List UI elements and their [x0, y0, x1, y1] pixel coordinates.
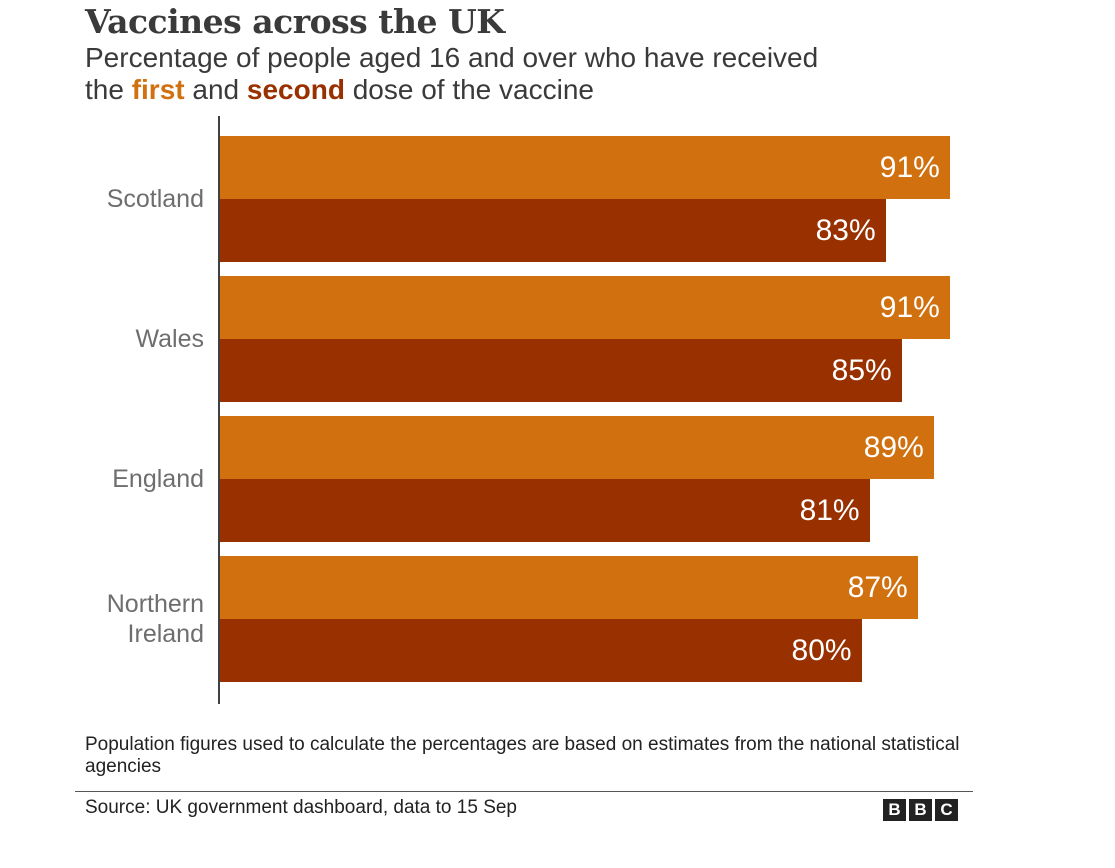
source-text: Source: UK government dashboard, data to…	[85, 797, 517, 818]
bar-first-northern-ireland: 87%	[220, 556, 918, 619]
bar-first-england: 89%	[220, 416, 934, 479]
data-label: 85%	[831, 354, 892, 387]
bar-chart: 91% 83% Scotland 91% 85% Wales 89% 81% England 87…	[106, 116, 950, 704]
bar-second-scotland: 83%	[220, 199, 886, 262]
chart-subtitle: Percentage of people aged 16 and over wh…	[85, 42, 985, 106]
subtitle-pre: the	[85, 74, 132, 105]
bbc-logo-c: C	[935, 799, 958, 821]
category-label: Scotland	[106, 185, 204, 213]
footer-divider	[75, 791, 973, 792]
data-label: 81%	[799, 494, 860, 527]
data-label: 87%	[847, 571, 908, 604]
bar-second-wales: 85%	[220, 339, 902, 402]
data-label: 80%	[791, 634, 852, 667]
legend-first: first	[131, 74, 185, 105]
data-label: 89%	[863, 431, 924, 464]
data-label: 91%	[879, 151, 940, 184]
y-axis-line	[218, 116, 220, 704]
category-label: Northern Ireland	[106, 590, 204, 648]
bbc-logo-b2: B	[909, 799, 932, 821]
bbc-logo: B B C	[883, 799, 958, 821]
bar-first-wales: 91%	[220, 276, 950, 339]
chart-title: Vaccines across the UK	[85, 2, 505, 41]
bbc-logo-b1: B	[883, 799, 906, 821]
subtitle-line1: Percentage of people aged 16 and over wh…	[85, 42, 819, 73]
subtitle-post: dose of the vaccine	[344, 74, 594, 105]
subtitle-mid: and	[184, 74, 247, 105]
data-label: 83%	[815, 214, 876, 247]
bar-first-scotland: 91%	[220, 136, 950, 199]
bar-second-england: 81%	[220, 479, 870, 542]
legend-second: second	[246, 74, 345, 105]
chart-note: Population figures used to calculate the…	[85, 734, 960, 777]
category-label: England	[112, 465, 204, 493]
category-label: Wales	[135, 325, 204, 353]
bar-second-northern-ireland: 80%	[220, 619, 862, 682]
data-label: 91%	[879, 291, 940, 324]
